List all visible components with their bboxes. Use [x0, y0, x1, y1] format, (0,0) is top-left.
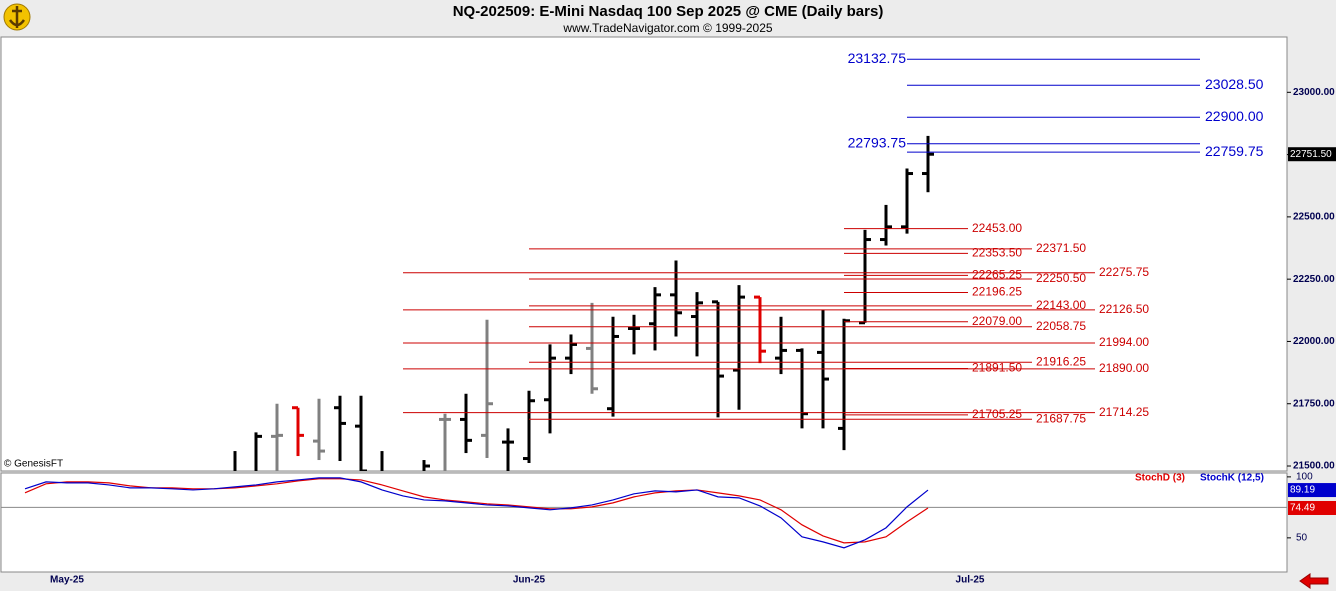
level-label: 22265.25	[972, 268, 1022, 282]
level-label: 22371.50	[1036, 241, 1086, 255]
y-tick-label: 22000.00	[1293, 336, 1335, 347]
price-plot	[233, 135, 934, 471]
stoch-line	[24, 477, 929, 549]
y-tick-label: 22250.00	[1293, 274, 1335, 285]
legend-label: StochK (12,5)	[1200, 473, 1264, 484]
level-label: 21891.50	[972, 361, 1022, 375]
last-value-label: 89.19	[1290, 485, 1315, 496]
level-label: 22453.00	[972, 221, 1022, 235]
y-tick-label: 100	[1296, 472, 1313, 483]
level-label: 21916.25	[1036, 354, 1086, 368]
level-label: 23132.75	[848, 50, 907, 66]
level-label: 22275.75	[1099, 265, 1149, 279]
x-tick-label: May-25	[50, 575, 84, 586]
y-tick-label: 21750.00	[1293, 398, 1335, 409]
chart-title: NQ-202509: E-Mini Nasdaq 100 Sep 2025 @ …	[453, 3, 884, 20]
scroll-arrow[interactable]	[1299, 573, 1329, 589]
price-panel	[0, 36, 1288, 472]
level-label: 22900.00	[1205, 108, 1264, 124]
logo	[3, 3, 31, 31]
last-value-box	[1288, 483, 1336, 498]
level-label: 22793.75	[848, 134, 907, 150]
level-label: 22079.00	[972, 314, 1022, 328]
x-tick-label: Jun-25	[513, 575, 546, 586]
chart-subtitle: www.TradeNavigator.com © 1999-2025	[562, 21, 772, 35]
level-label: 22196.25	[972, 285, 1022, 299]
y-tick-label: 50	[1296, 532, 1308, 543]
level-label: 21994.00	[1099, 335, 1149, 349]
level-label: 21687.75	[1036, 411, 1086, 425]
last-value-box	[1288, 500, 1336, 515]
level-label: 23028.50	[1205, 76, 1264, 92]
y-tick-label: 21500.00	[1293, 461, 1335, 472]
credit: © GenesisFT	[4, 459, 63, 470]
level-label: 21714.25	[1099, 405, 1149, 419]
stoch-plot	[1, 477, 1287, 549]
level-label: 22058.75	[1036, 319, 1086, 333]
level-label: 21890.00	[1099, 361, 1149, 375]
y-tick-label: 23000.00	[1293, 87, 1335, 98]
stoch-line	[24, 478, 929, 544]
last-value-label: 74.49	[1290, 503, 1315, 514]
last-price-label: 22751.50	[1290, 149, 1332, 160]
last-price-box	[1288, 147, 1336, 162]
stoch-panel	[0, 472, 1288, 573]
level-label: 22759.75	[1205, 143, 1264, 159]
level-label: 22143.00	[1036, 298, 1086, 312]
level-label: 22353.50	[972, 246, 1022, 260]
level-label: 22250.50	[1036, 271, 1086, 285]
level-label: 21705.25	[972, 407, 1022, 421]
legend-label: StochD (3)	[1135, 473, 1185, 484]
x-tick-label: Jul-25	[956, 575, 985, 586]
level-label: 22126.50	[1099, 302, 1149, 316]
y-tick-label: 22500.00	[1293, 212, 1335, 223]
